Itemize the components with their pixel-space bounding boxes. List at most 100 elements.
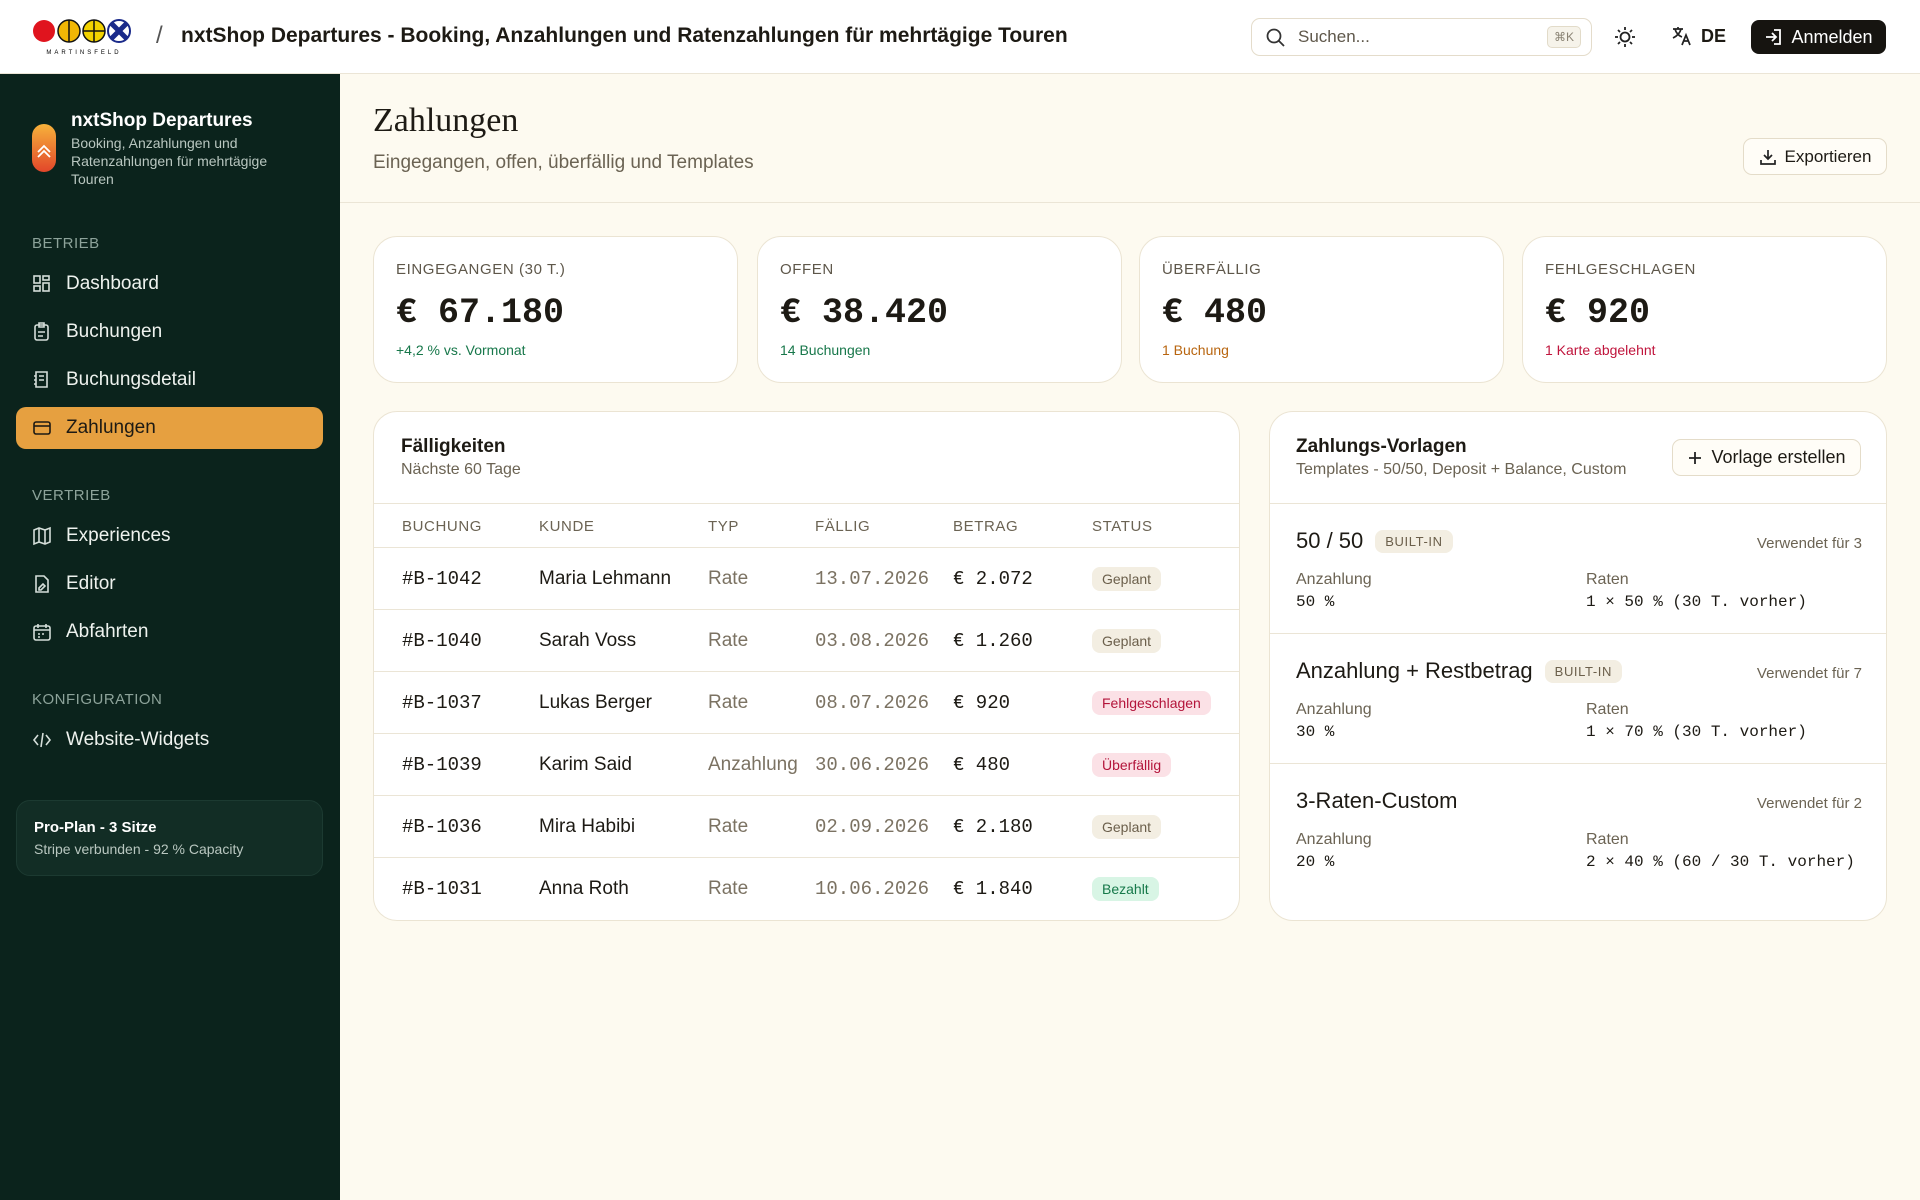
column-header: TYP bbox=[708, 518, 739, 535]
nav-label: Website-Widgets bbox=[66, 729, 210, 750]
create-template-button[interactable]: Vorlage erstellen bbox=[1672, 439, 1861, 476]
template-usage: Verwendet für 2 bbox=[1756, 795, 1862, 812]
templates-list: 50 / 50 BUILT-IN Verwendet für 3 Anzahlung 5… bbox=[1270, 503, 1886, 893]
cell-due: 08.07.2026 bbox=[815, 692, 930, 714]
kpi-label: OFFEN bbox=[780, 261, 834, 278]
table-row: #B-1039 Karim Said Anzahlung 30.06.2026 € 48… bbox=[374, 734, 1239, 796]
brand-name: MARTINSFELD bbox=[46, 50, 121, 56]
nav-item[interactable]: Buchungsdetail bbox=[16, 359, 323, 401]
dues-table: BUCHUNG KUNDE TYP FÄLLIG BETRAG STATUS #B-1042… bbox=[374, 503, 1239, 920]
status-badge: Bezahlt bbox=[1092, 877, 1159, 901]
app-logo bbox=[32, 124, 56, 172]
search-shortcut: ⌘K bbox=[1546, 26, 1581, 48]
column-header: BUCHUNG bbox=[402, 518, 483, 535]
cell-customer: Anna Roth bbox=[539, 878, 629, 899]
cell-type: Rate bbox=[708, 816, 749, 837]
rates-label: Raten bbox=[1586, 831, 1629, 848]
template-name: 3-Raten-Custom bbox=[1296, 788, 1458, 813]
cell-due: 13.07.2026 bbox=[815, 568, 930, 590]
nav-icon-glyph bbox=[33, 421, 51, 435]
kpi-card: OFFEN € 38.420 14 Buchungen bbox=[757, 236, 1122, 383]
nav-item[interactable]: Zahlungen bbox=[16, 407, 323, 449]
language-icon[interactable] bbox=[1671, 25, 1693, 47]
cell-amount: € 480 bbox=[953, 754, 1011, 776]
login-button[interactable]: Anmelden bbox=[1751, 20, 1886, 54]
templates-card: Zahlungs-Vorlagen Templates - 50/50, Dep… bbox=[1269, 411, 1887, 921]
search-placeholder: Suchen... bbox=[1298, 27, 1370, 46]
cell-booking: #B-1031 bbox=[402, 878, 482, 900]
deposit-label: Anzahlung bbox=[1296, 701, 1372, 718]
rates-value: 1 × 50 % (30 T. vorher) bbox=[1586, 593, 1807, 611]
kpi-note: 1 Buchung bbox=[1162, 342, 1229, 358]
theme-toggle[interactable] bbox=[1614, 26, 1636, 48]
cell-booking: #B-1039 bbox=[402, 754, 482, 776]
plan-box: Pro-Plan - 3 Sitze Stripe verbunden - 92… bbox=[16, 800, 323, 876]
cell-due: 02.09.2026 bbox=[815, 816, 930, 838]
nav-label: Buchungsdetail bbox=[66, 369, 196, 390]
nav-item[interactable]: Dashboard bbox=[16, 263, 323, 305]
template-item: Anzahlung + Restbetrag BUILT-IN Verwendet … bbox=[1270, 633, 1886, 763]
language[interactable]: DE bbox=[1701, 26, 1727, 46]
template-name: Anzahlung + Restbetrag bbox=[1296, 658, 1533, 683]
deposit-label: Anzahlung bbox=[1296, 571, 1372, 588]
kpi-card: ÜBERFÄLLIG € 480 1 Buchung bbox=[1139, 236, 1504, 383]
rates-label: Raten bbox=[1586, 571, 1629, 588]
nav-icon-glyph bbox=[33, 526, 51, 546]
deposit-value: 30 % bbox=[1296, 723, 1335, 741]
cell-booking: #B-1037 bbox=[402, 692, 482, 714]
nav-item[interactable]: Editor bbox=[16, 563, 323, 605]
nav-item[interactable]: Abfahrten bbox=[16, 611, 323, 653]
template-badge: BUILT-IN bbox=[1544, 659, 1622, 683]
search-box[interactable]: Suchen... ⌘K bbox=[1251, 18, 1592, 56]
table-row: #B-1042 Maria Lehmann Rate 13.07.2026 € 2.07… bbox=[374, 548, 1239, 610]
cell-due: 03.08.2026 bbox=[815, 630, 930, 652]
plan-subtitle: Stripe verbunden - 92 % Capacity bbox=[34, 841, 244, 857]
nav-item[interactable]: Website-Widgets bbox=[16, 719, 323, 761]
cell-customer: Maria Lehmann bbox=[539, 568, 672, 589]
cell-booking: #B-1036 bbox=[402, 816, 482, 838]
login-icon bbox=[1766, 29, 1782, 45]
deposit-value: 20 % bbox=[1296, 853, 1335, 871]
cell-type: Anzahlung bbox=[708, 754, 798, 775]
cell-amount: € 920 bbox=[953, 692, 1011, 714]
page-header: Zahlungen Eingegangen, offen, überfällig… bbox=[340, 74, 1920, 203]
table-header: BUCHUNG KUNDE TYP FÄLLIG BETRAG STATUS bbox=[374, 503, 1239, 548]
nav-icon-glyph bbox=[32, 732, 52, 748]
separator: / bbox=[156, 22, 163, 49]
rates-value: 2 × 40 % (60 / 30 T. vorher) bbox=[1586, 853, 1855, 871]
nav-item[interactable]: Experiences bbox=[16, 515, 323, 557]
templates-subtitle: Templates - 50/50, Deposit + Balance, Cu… bbox=[1296, 461, 1627, 478]
nav-item[interactable]: Buchungen bbox=[16, 311, 323, 353]
nav-icon-glyph bbox=[33, 624, 51, 641]
nav-icon bbox=[32, 370, 52, 390]
nav-icon-glyph bbox=[35, 575, 49, 593]
cell-type: Rate bbox=[708, 878, 749, 899]
app-logo-mark bbox=[37, 144, 51, 158]
app-description: Booking, Anzahlungen und Ratenzahlungen … bbox=[71, 135, 268, 187]
table-row: #B-1037 Lukas Berger Rate 08.07.2026 € 920 Fe… bbox=[374, 672, 1239, 734]
nav-icon bbox=[32, 418, 52, 438]
deposit-value: 50 % bbox=[1296, 593, 1335, 611]
template-badge: BUILT-IN bbox=[1375, 529, 1453, 553]
status-badge: Geplant bbox=[1092, 815, 1162, 839]
table-row: #B-1040 Sarah Voss Rate 03.08.2026 € 1.260 Ge… bbox=[374, 610, 1239, 672]
nav-label: Buchungen bbox=[66, 321, 163, 342]
template-usage: Verwendet für 3 bbox=[1756, 535, 1862, 552]
export-icon bbox=[1759, 149, 1776, 165]
dues-subtitle: Nächste 60 Tage bbox=[401, 461, 521, 478]
cell-type: Rate bbox=[708, 568, 749, 589]
cell-booking: #B-1040 bbox=[402, 630, 482, 652]
nav-section-title: KONFIGURATION bbox=[32, 691, 163, 708]
nav-section-title: BETRIEB bbox=[32, 235, 100, 252]
kpi-value: € 67.180 bbox=[396, 293, 565, 333]
kpi-label: ÜBERFÄLLIG bbox=[1162, 261, 1262, 278]
export-button[interactable]: Exportieren bbox=[1743, 138, 1887, 175]
status-badge: Geplant bbox=[1092, 567, 1162, 591]
kpi-note: +4,2 % vs. Vormonat bbox=[396, 342, 526, 358]
rates-label: Raten bbox=[1586, 701, 1629, 718]
kpi-value: € 920 bbox=[1545, 293, 1651, 333]
cell-type: Rate bbox=[708, 630, 749, 651]
nav-icon bbox=[32, 622, 52, 642]
top-bar: MARTINSFELD / nxtShop Departures - Booki… bbox=[0, 0, 1920, 74]
